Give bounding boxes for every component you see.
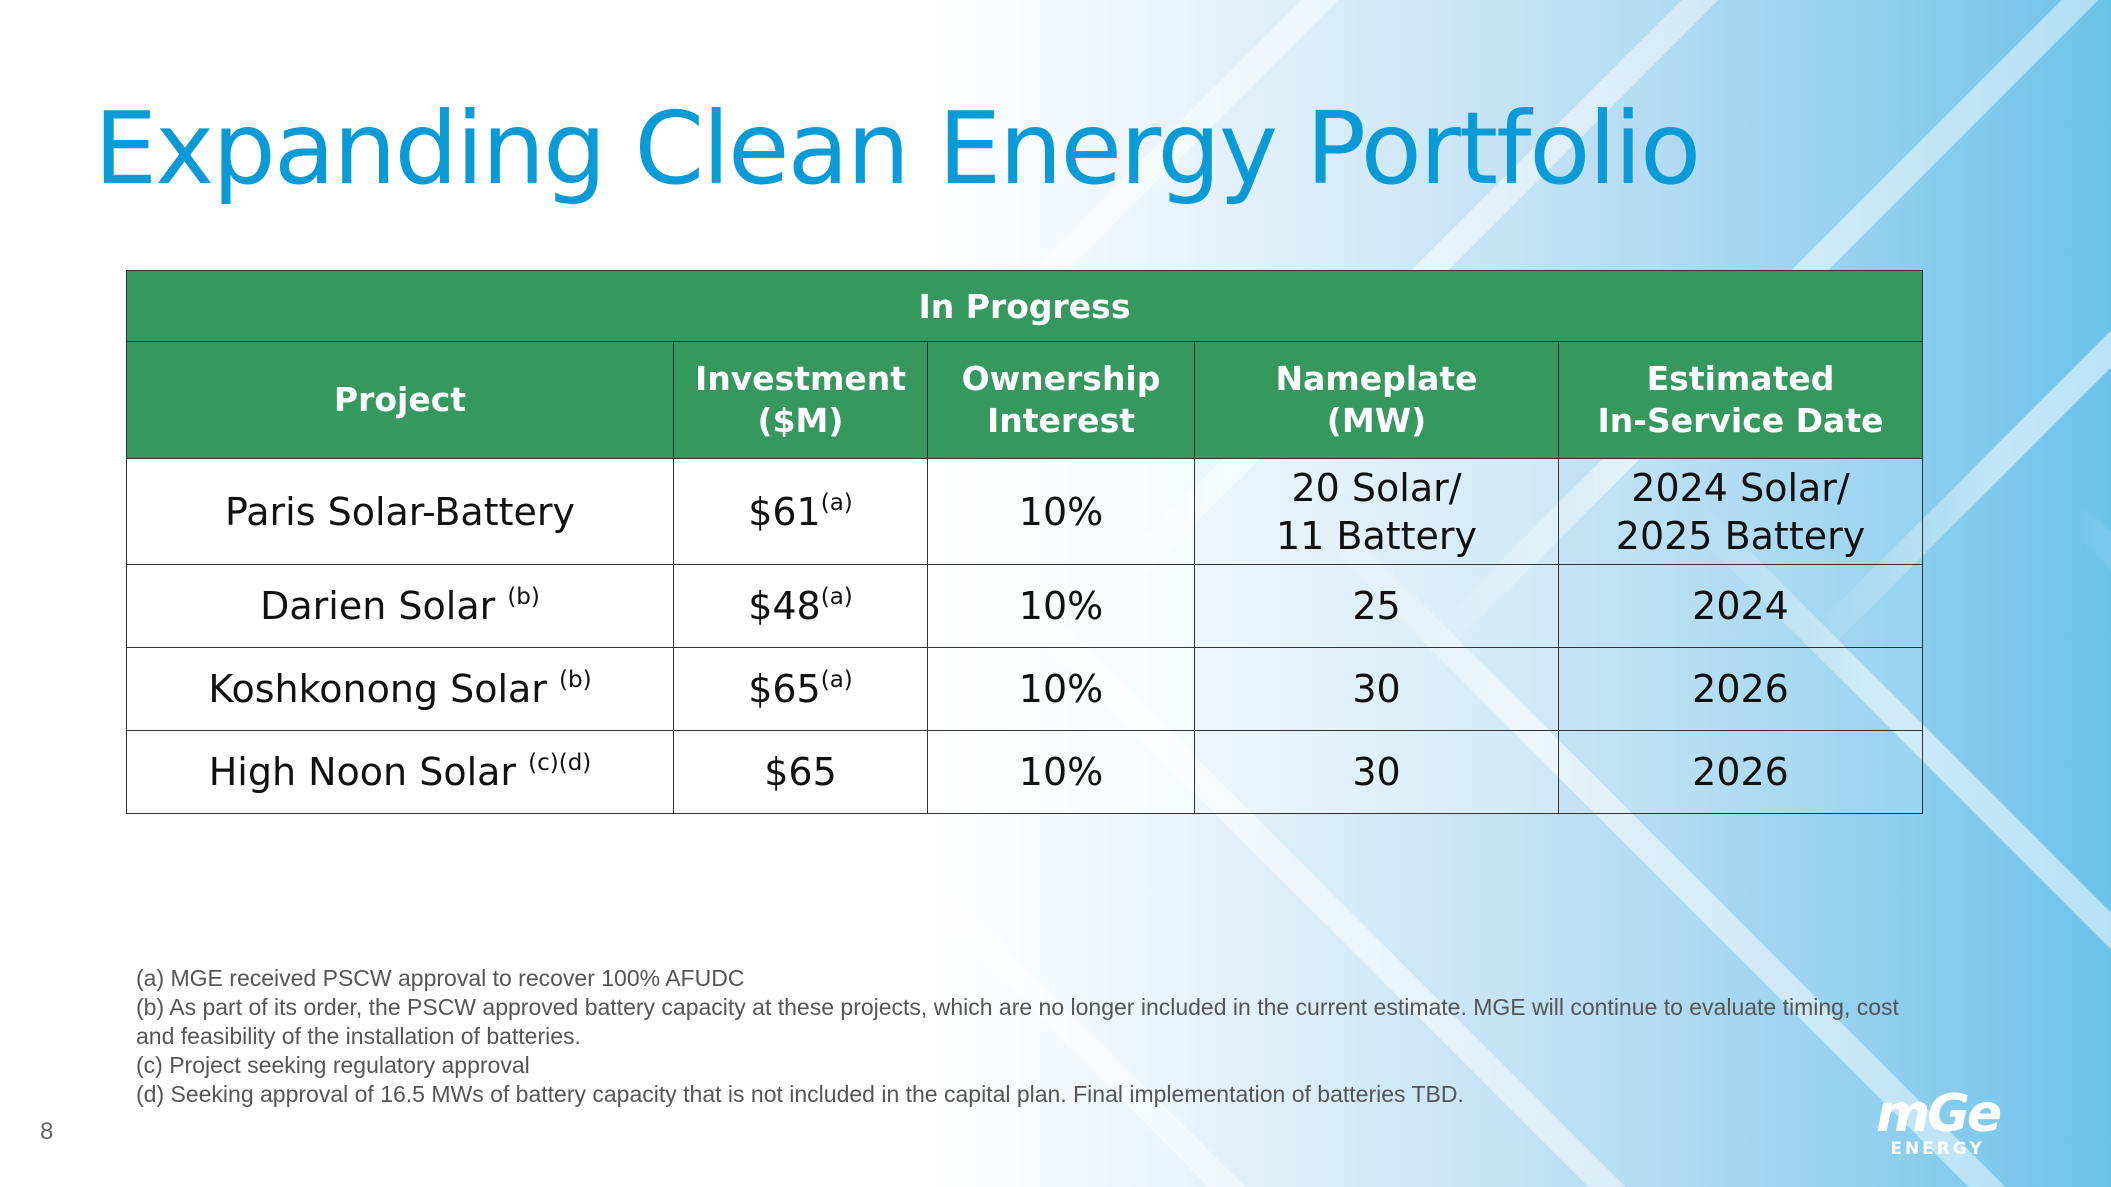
footnote-ref: (a): [820, 584, 853, 610]
footnote-b: (b) As part of its order, the PSCW appro…: [136, 994, 1899, 1049]
footnote-ref: (b): [507, 584, 540, 610]
table-band-title: In Progress: [126, 270, 1923, 342]
cell-ownership: 10%: [927, 647, 1195, 731]
footnote-ref: (c)(d): [528, 750, 592, 776]
cell-investment: $61(a): [673, 458, 928, 565]
cell-in-service-date: 2026: [1558, 647, 1923, 731]
page-number: 8: [40, 1118, 54, 1145]
footnote-a: (a) MGE received PSCW approval to recove…: [136, 965, 745, 991]
header-nameplate: Nameplate (MW): [1194, 341, 1559, 459]
cell-investment: $65(a): [673, 647, 928, 731]
cell-nameplate: 20 Solar/11 Battery: [1194, 458, 1559, 565]
footnote-ref: (b): [559, 667, 592, 693]
cell-nameplate: 25: [1194, 564, 1559, 648]
cell-nameplate: 30: [1194, 647, 1559, 731]
mge-energy-logo: mGe ENERGY: [1876, 1084, 2002, 1159]
page-title: Expanding Clean Energy Portfolio: [94, 90, 1701, 207]
cell-in-service-date: 2026: [1558, 730, 1923, 814]
cell-project: High Noon Solar (c)(d): [126, 730, 674, 814]
cell-ownership: 10%: [927, 458, 1195, 565]
header-project: Project: [126, 341, 674, 459]
header-investment: Investment ($M): [673, 341, 928, 459]
table-row: Paris Solar-Battery $61(a) 10% 20 Solar/…: [126, 458, 1923, 565]
table-row: Koshkonong Solar (b) $65(a) 10% 30 2026: [126, 647, 1923, 731]
cell-project: Darien Solar (b): [126, 564, 674, 648]
header-ownership: Ownership Interest: [927, 341, 1195, 459]
cell-nameplate: 30: [1194, 730, 1559, 814]
cell-in-service-date: 2024 Solar/2025 Battery: [1558, 458, 1923, 565]
table-row: High Noon Solar (c)(d) $65 10% 30 2026: [126, 730, 1923, 814]
cell-project: Paris Solar-Battery: [126, 458, 674, 565]
footnote-ref: (a): [820, 489, 853, 516]
header-in-service-date: Estimated In-Service Date: [1558, 341, 1923, 459]
table-row: Darien Solar (b) $48(a) 10% 25 2024: [126, 564, 1923, 648]
footnotes: (a) MGE received PSCW approval to recove…: [136, 964, 1936, 1109]
cell-investment: $48(a): [673, 564, 928, 648]
footnote-ref: (a): [820, 667, 853, 693]
cell-in-service-date: 2024: [1558, 564, 1923, 648]
footnote-c: (c) Project seeking regulatory approval: [136, 1052, 530, 1078]
cell-investment: $65: [673, 730, 928, 814]
cell-project: Koshkonong Solar (b): [126, 647, 674, 731]
cell-ownership: 10%: [927, 564, 1195, 648]
cell-ownership: 10%: [927, 730, 1195, 814]
projects-table: In Progress Project Investment ($M) Owner…: [126, 270, 1923, 814]
footnote-d: (d) Seeking approval of 16.5 MWs of batt…: [136, 1081, 1464, 1107]
